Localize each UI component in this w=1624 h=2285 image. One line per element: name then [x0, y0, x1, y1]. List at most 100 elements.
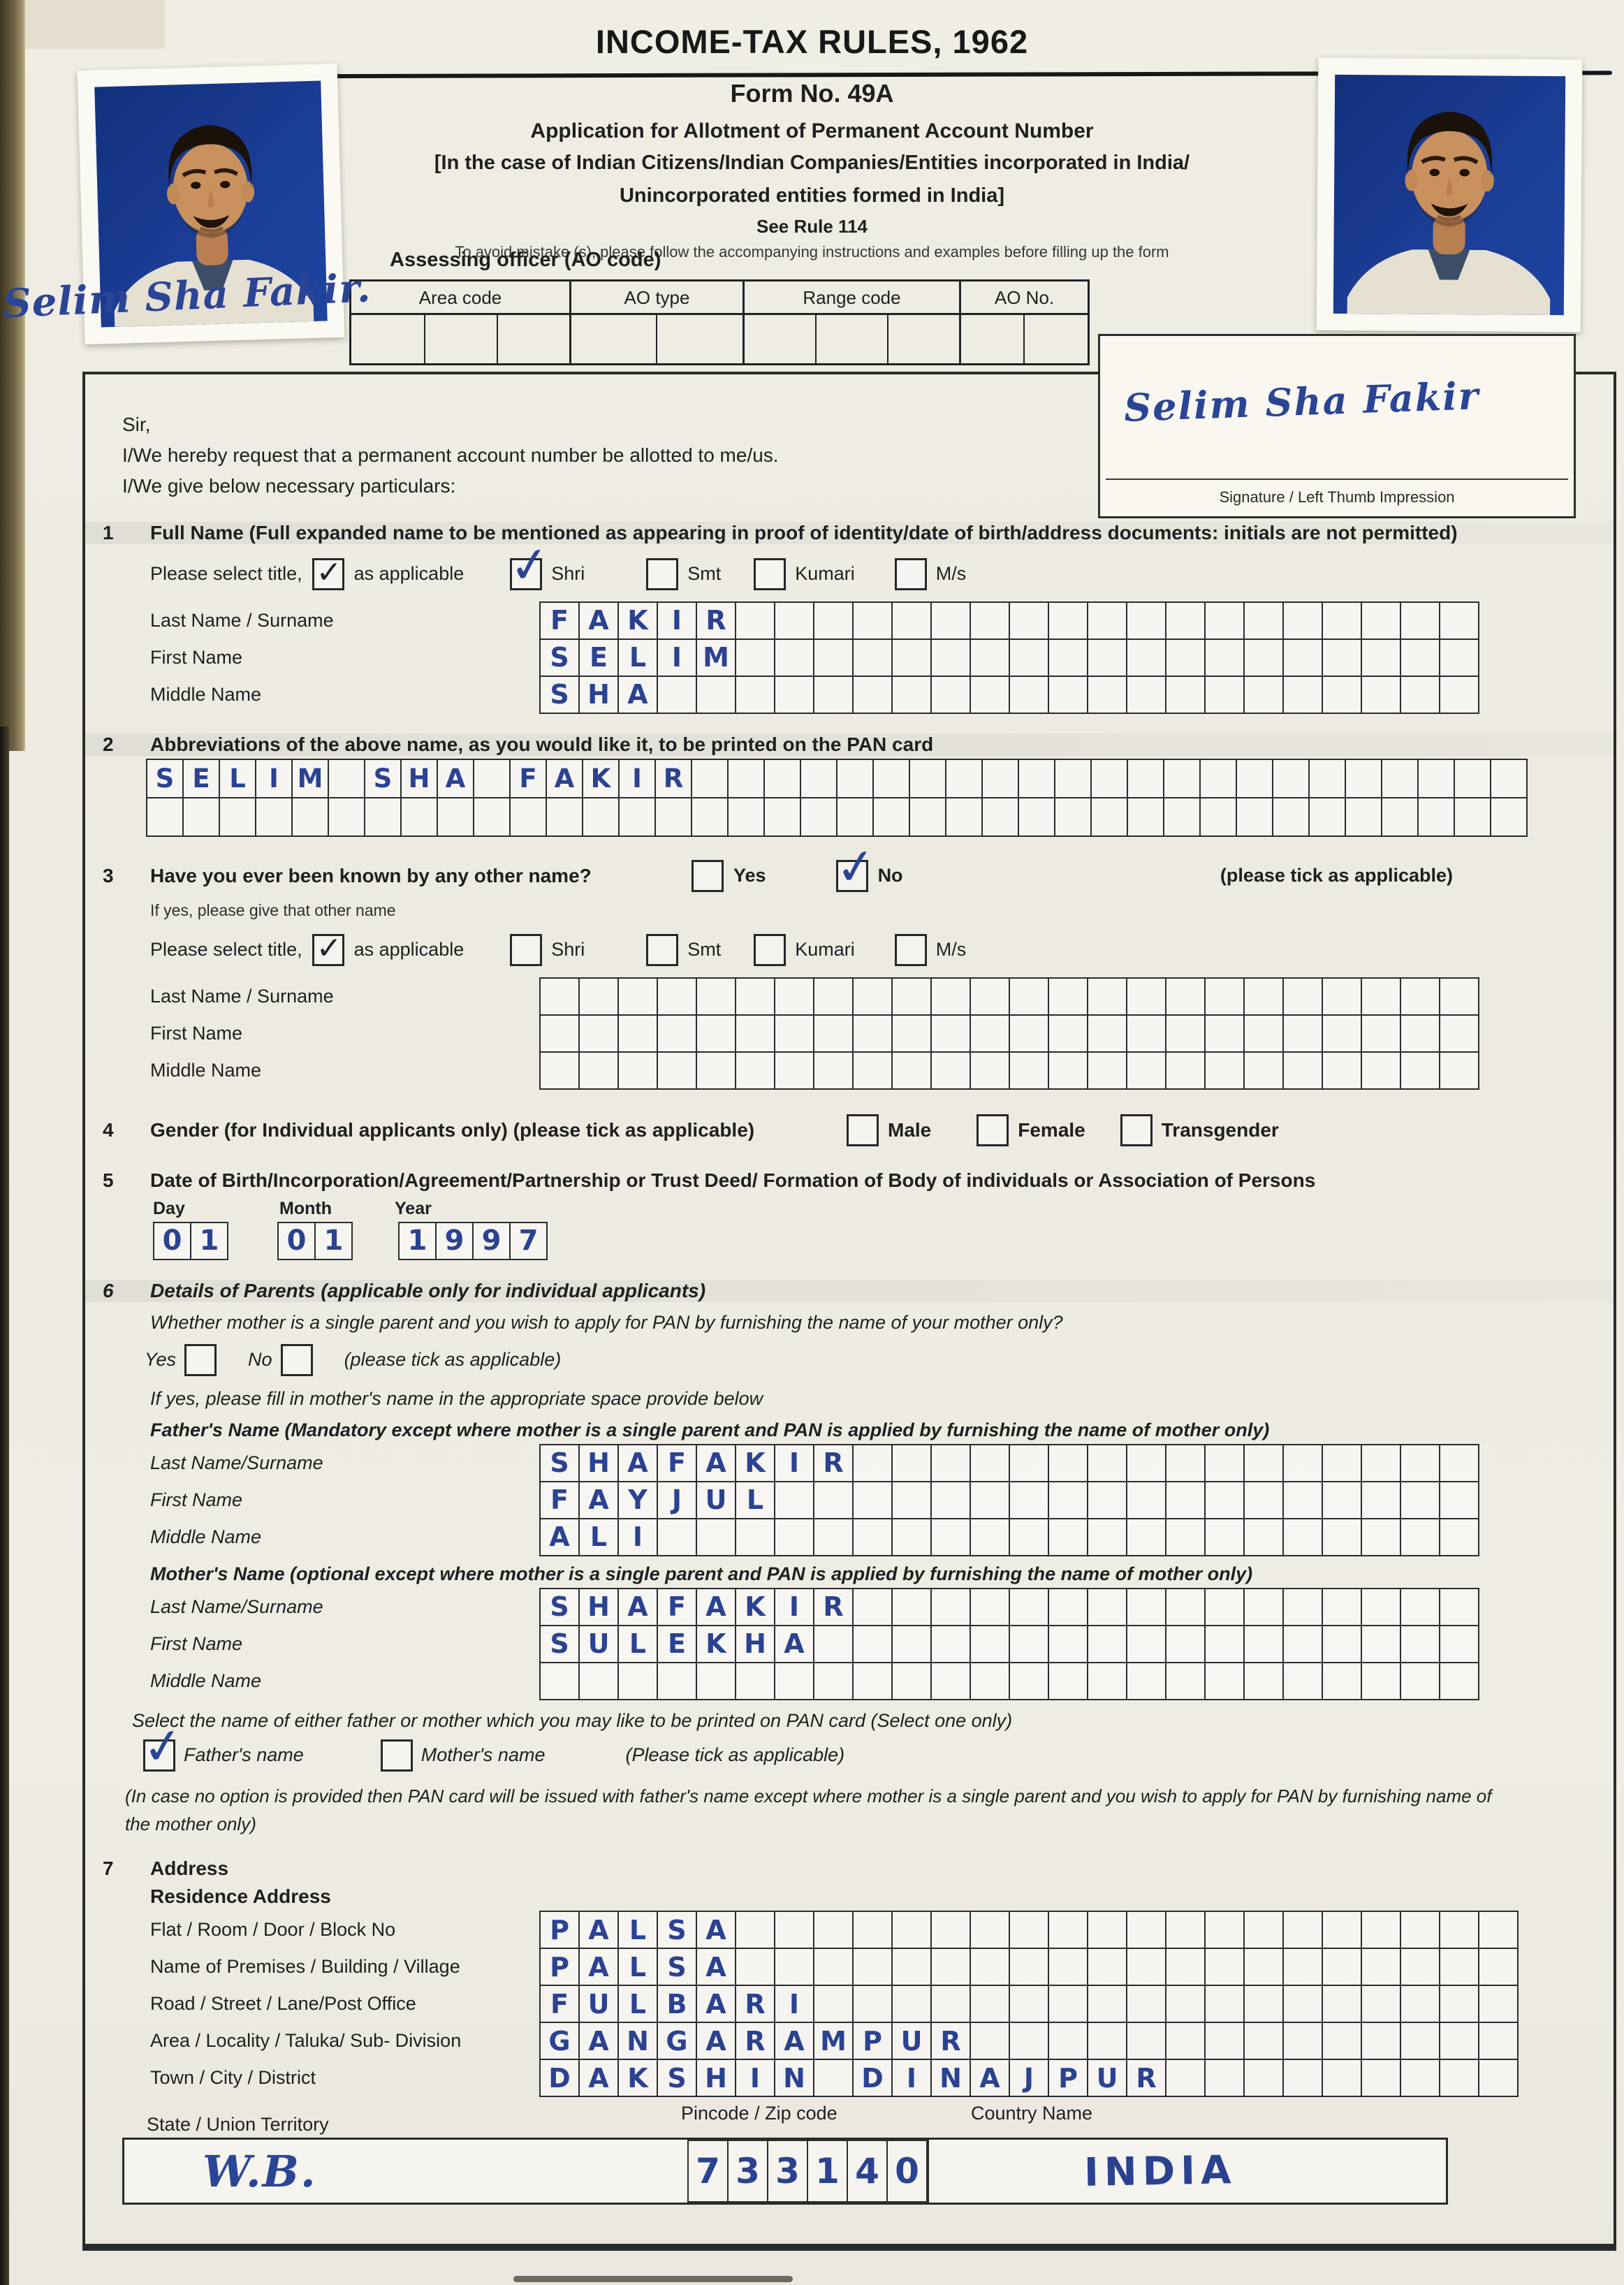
grid-cell[interactable]: [578, 1051, 619, 1090]
grid-cell[interactable]: [1439, 1661, 1479, 1700]
grid-cell[interactable]: [930, 1661, 971, 1700]
grid-cell[interactable]: [1282, 1014, 1323, 1053]
grid-cell[interactable]: [1282, 675, 1323, 714]
grid-cell[interactable]: [691, 796, 729, 837]
grid-cell[interactable]: B: [657, 1985, 697, 2024]
select-title-checkbox[interactable]: [312, 930, 344, 966]
grid-cell[interactable]: [1009, 977, 1049, 1016]
grid-cell[interactable]: [1165, 638, 1206, 677]
grid-cell[interactable]: [1048, 1587, 1088, 1626]
grid-cell[interactable]: [1126, 1480, 1166, 1519]
grid-cell[interactable]: [1087, 675, 1127, 714]
grid-cell[interactable]: [1361, 2059, 1401, 2098]
grid-cell[interactable]: [1009, 638, 1049, 677]
grid-cell[interactable]: R: [930, 2022, 971, 2061]
grid-cell[interactable]: [872, 796, 910, 837]
grid-cell[interactable]: [970, 675, 1010, 714]
grid-cell[interactable]: [852, 1948, 893, 1987]
grid-cell[interactable]: [1087, 1014, 1127, 1053]
grid-cell[interactable]: H: [400, 758, 438, 798]
grid-cell[interactable]: [1478, 1985, 1519, 2024]
grid-cell[interactable]: E: [657, 1624, 697, 1663]
grid-cell[interactable]: [1417, 758, 1455, 798]
grid-cell[interactable]: U: [891, 2022, 932, 2061]
grid-cell[interactable]: [1204, 601, 1245, 640]
grid-cell[interactable]: [1322, 1051, 1362, 1090]
grid-cell[interactable]: [1243, 1014, 1284, 1053]
grid-cell[interactable]: [774, 601, 814, 640]
grid-cell[interactable]: [1439, 1948, 1479, 1987]
grid-cell[interactable]: [970, 1014, 1010, 1053]
grid-cell[interactable]: A: [578, 2059, 619, 2098]
grid-cell[interactable]: [1439, 638, 1479, 677]
grid-cell[interactable]: A: [578, 1948, 619, 1987]
grid-cell[interactable]: [1048, 1517, 1088, 1556]
grid-cell[interactable]: [774, 1517, 814, 1556]
grid-cell[interactable]: [970, 1480, 1010, 1519]
grid-cell[interactable]: [813, 1948, 854, 1987]
grid-cell[interactable]: F: [539, 601, 580, 640]
grid-cell[interactable]: [1018, 796, 1055, 837]
grid-cell[interactable]: [1322, 1480, 1362, 1519]
grid-cell[interactable]: [852, 1051, 893, 1090]
grid-cell[interactable]: D: [539, 2059, 580, 2098]
grid-cell[interactable]: [970, 1517, 1010, 1556]
grid-cell[interactable]: [1400, 1661, 1440, 1700]
grid-cell[interactable]: [1048, 2022, 1088, 2061]
select-title-checkbox[interactable]: [312, 555, 344, 590]
grid-cell[interactable]: A: [970, 2059, 1010, 2098]
smt-checkbox[interactable]: [646, 933, 679, 966]
grid-cell[interactable]: N: [617, 2022, 658, 2061]
grid-cell[interactable]: [813, 1014, 854, 1053]
grid-cell[interactable]: [1400, 2059, 1440, 2098]
grid-cell[interactable]: [1090, 758, 1128, 798]
grid-cell[interactable]: [1243, 1985, 1284, 2024]
grid-cell[interactable]: I: [657, 601, 697, 640]
grid-cell[interactable]: [539, 1661, 580, 1700]
male-checkbox[interactable]: [847, 1114, 879, 1146]
grid-cell[interactable]: [1243, 1517, 1284, 1556]
grid-cell[interactable]: [1199, 796, 1237, 837]
grid-cell[interactable]: [1322, 2059, 1362, 2098]
grid-cell[interactable]: [1087, 1051, 1127, 1090]
grid-cell[interactable]: [1165, 2059, 1206, 2098]
grid-cell[interactable]: [1009, 1480, 1049, 1519]
grid-cell[interactable]: [546, 796, 583, 837]
grid-cell[interactable]: [1126, 1014, 1166, 1053]
grid-cell[interactable]: [774, 1948, 814, 1987]
grid-cell[interactable]: R: [813, 1587, 854, 1626]
grid-cell[interactable]: H: [578, 1587, 619, 1626]
grid-cell[interactable]: [1165, 977, 1206, 1016]
grid-cell[interactable]: [691, 758, 729, 798]
grid-cell[interactable]: [909, 758, 946, 798]
grid-cell[interactable]: I: [774, 1587, 814, 1626]
grid-cell[interactable]: L: [617, 1624, 658, 1663]
grid-cell[interactable]: [852, 1985, 893, 2024]
grid-cell[interactable]: [1126, 1948, 1166, 1987]
grid-cell[interactable]: [774, 675, 814, 714]
grid-cell[interactable]: [1400, 1587, 1440, 1626]
grid-cell[interactable]: [1243, 675, 1284, 714]
grid-cell[interactable]: [774, 638, 814, 677]
grid-cell[interactable]: [852, 1661, 893, 1700]
grid-cell[interactable]: [800, 796, 837, 837]
grid-cell[interactable]: [970, 2022, 1010, 2061]
grid-cell[interactable]: [1048, 638, 1088, 677]
grid-cell[interactable]: [1439, 1624, 1479, 1663]
grid-cell[interactable]: [891, 1517, 932, 1556]
grid-cell[interactable]: [1361, 2022, 1401, 2061]
grid-cell[interactable]: [1400, 601, 1440, 640]
grid-cell[interactable]: [1009, 1587, 1049, 1626]
grid-cell[interactable]: [970, 977, 1010, 1016]
grid-cell[interactable]: [1009, 1051, 1049, 1090]
grid-cell[interactable]: [1439, 675, 1479, 714]
grid-cell[interactable]: [891, 1985, 932, 2024]
grid-cell[interactable]: F: [657, 1443, 697, 1482]
grid-cell[interactable]: A: [617, 675, 658, 714]
grid-cell[interactable]: [1165, 675, 1206, 714]
grid-cell[interactable]: [1126, 1985, 1166, 2024]
grid-cell[interactable]: [1165, 1948, 1206, 1987]
grid-cell[interactable]: [891, 1624, 932, 1663]
grid-cell[interactable]: [836, 758, 874, 798]
grid-cell[interactable]: [1400, 1517, 1440, 1556]
